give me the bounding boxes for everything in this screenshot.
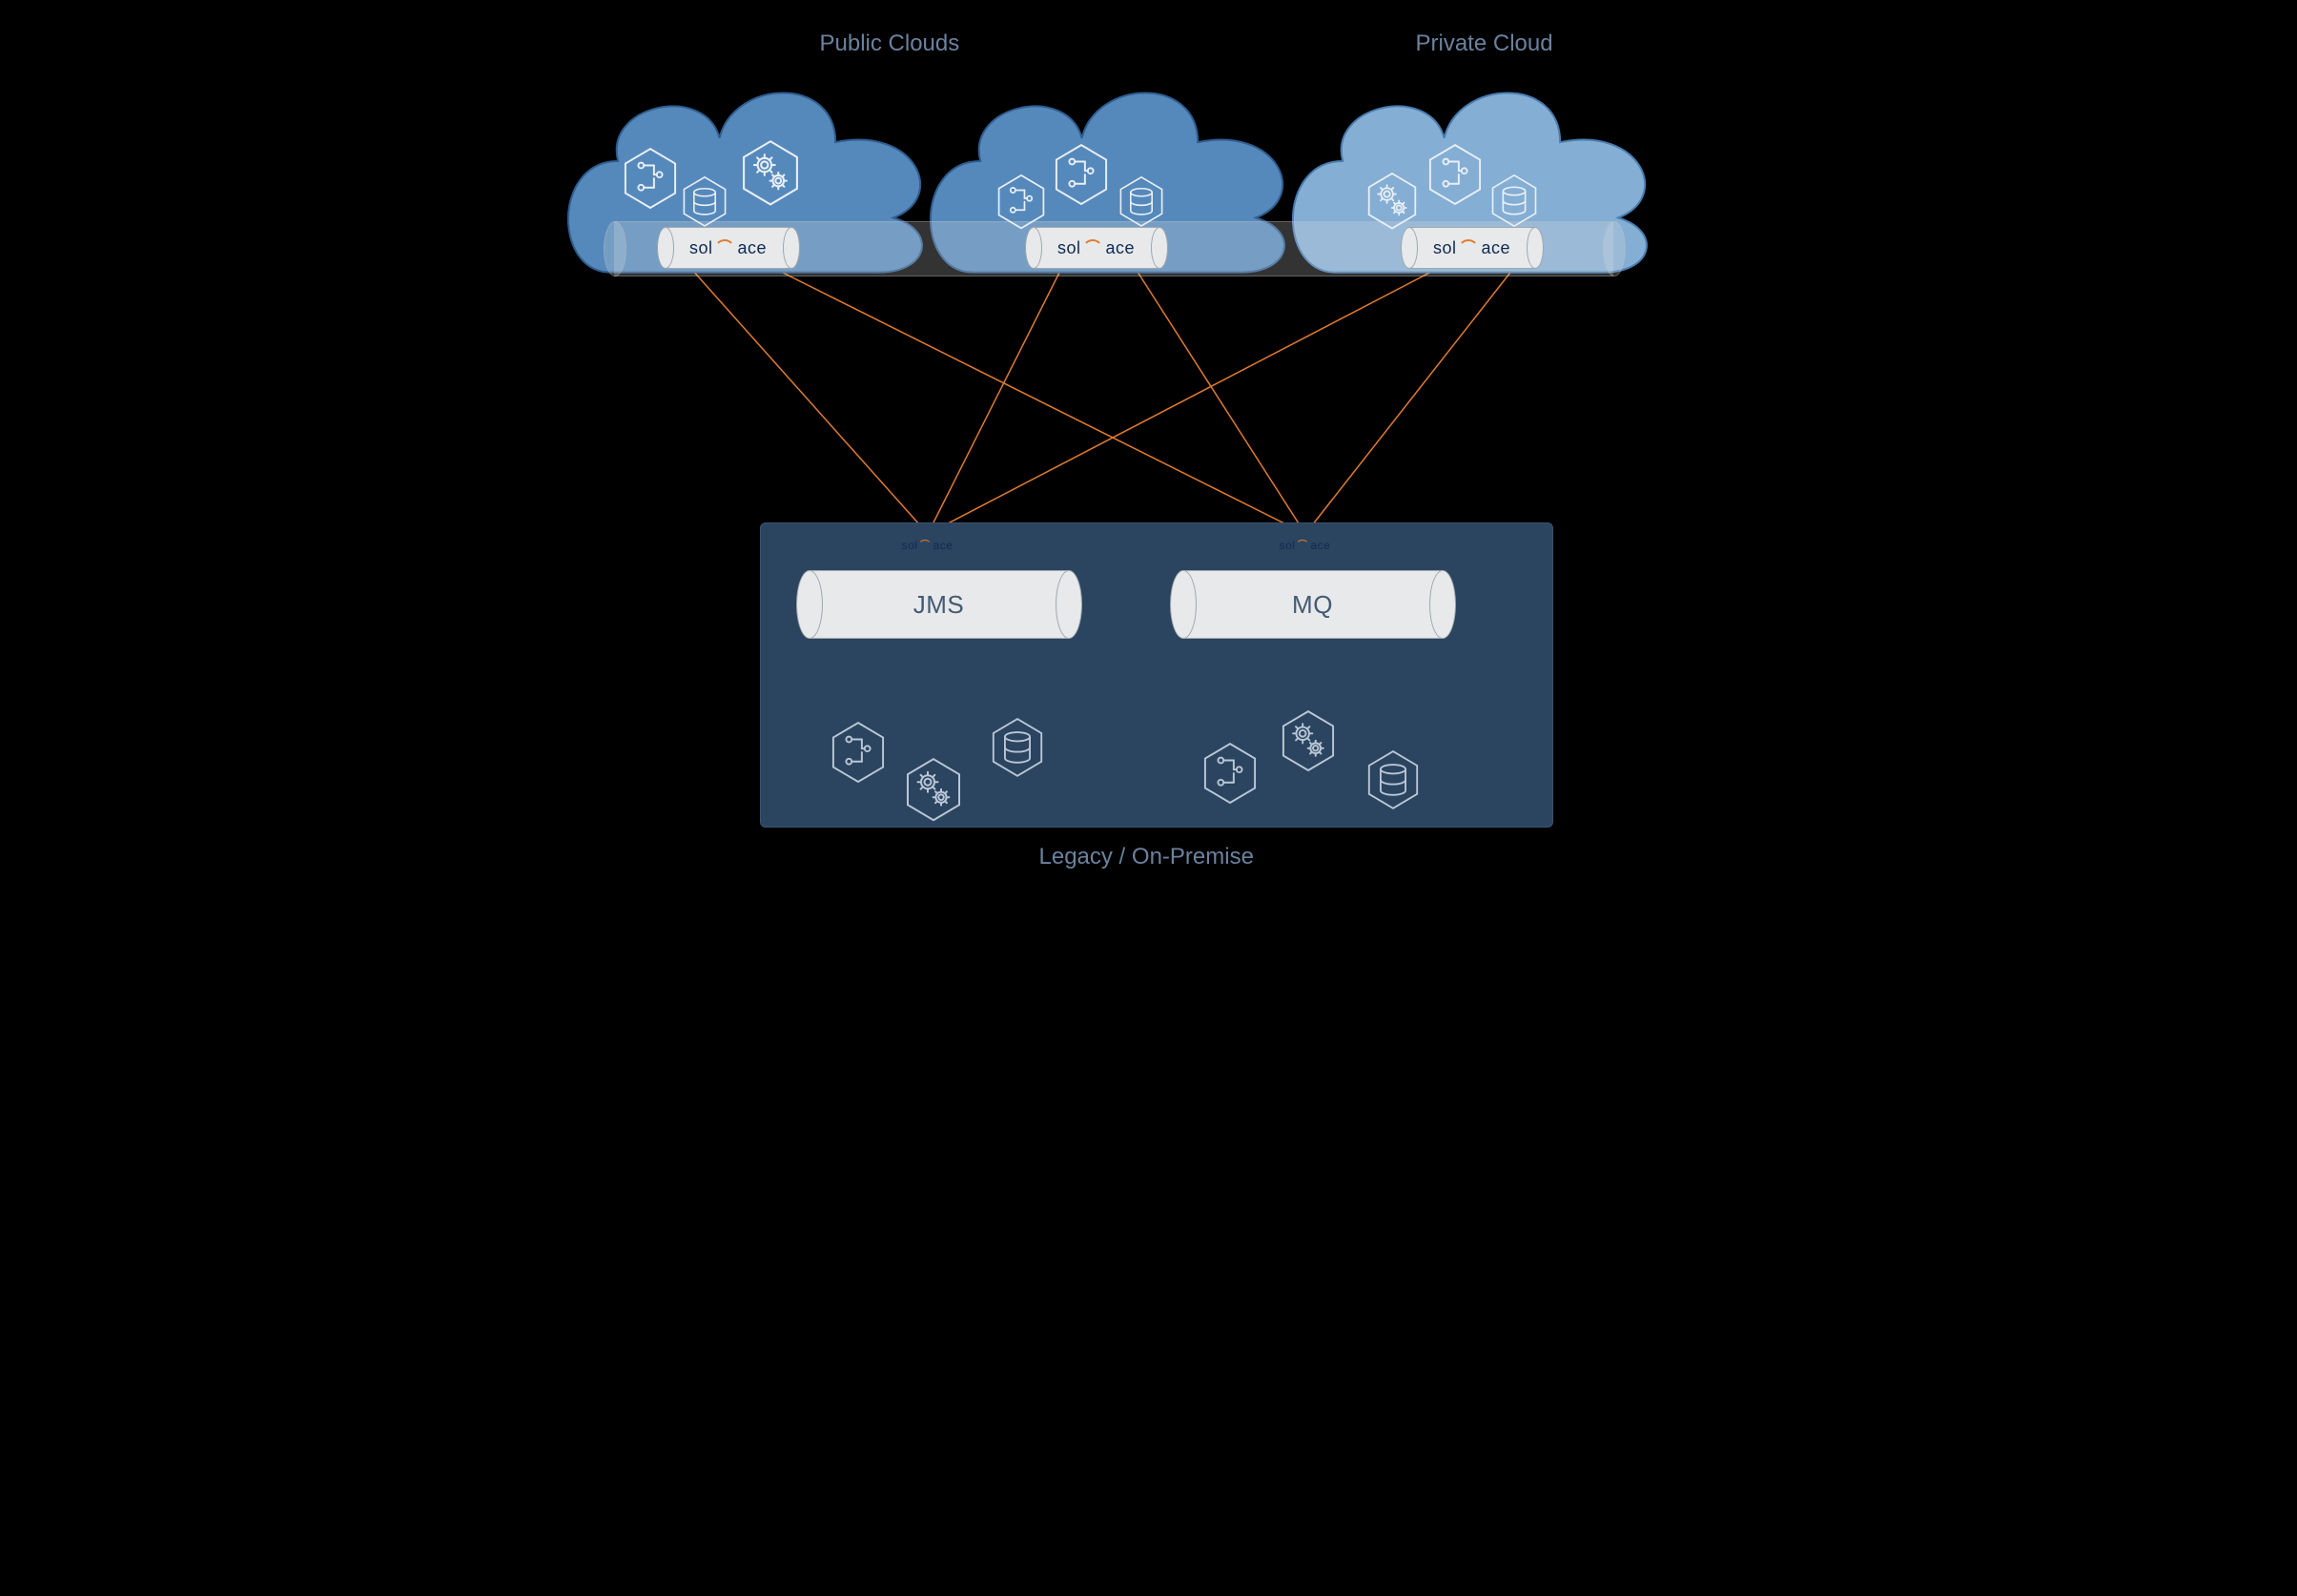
public-clouds-label: Public Clouds [820,31,960,57]
mq-label: MQ [1292,590,1333,620]
db-icon [991,717,1044,778]
flow-icon [623,147,678,210]
flow-icon [996,174,1046,230]
gears-icon [741,139,800,207]
jms-cylinder: JMS [796,570,1082,639]
solace-logo: solace [1057,238,1135,258]
gears-icon [905,757,962,822]
diagram-stage: Public Clouds Private Cloud Legacy / On-… [501,0,1797,901]
db-icon [1366,749,1420,810]
flow-icon [1202,742,1258,805]
solace-logo: solace [1280,539,1331,552]
solace-node-s3: solace [1401,227,1544,269]
gears-icon [1281,709,1336,772]
db-icon [1118,175,1164,228]
db-icon [1490,174,1538,228]
mq-cylinder: MQ [1170,570,1456,639]
onprem-label: Legacy / On-Premise [1039,844,1254,870]
flow-icon [1427,143,1483,206]
flow-icon [831,721,886,784]
jms-label: JMS [913,590,965,620]
solace-logo: solace [689,238,767,258]
solace-logo: solace [902,539,954,552]
solace-logo: solace [1433,238,1510,258]
private-cloud-label: Private Cloud [1416,31,1553,57]
gears-icon [1366,172,1418,231]
solace-node-s1: solace [657,227,800,269]
solace-node-s2: solace [1025,227,1168,269]
db-icon [682,175,728,228]
flow-icon [1054,143,1109,206]
